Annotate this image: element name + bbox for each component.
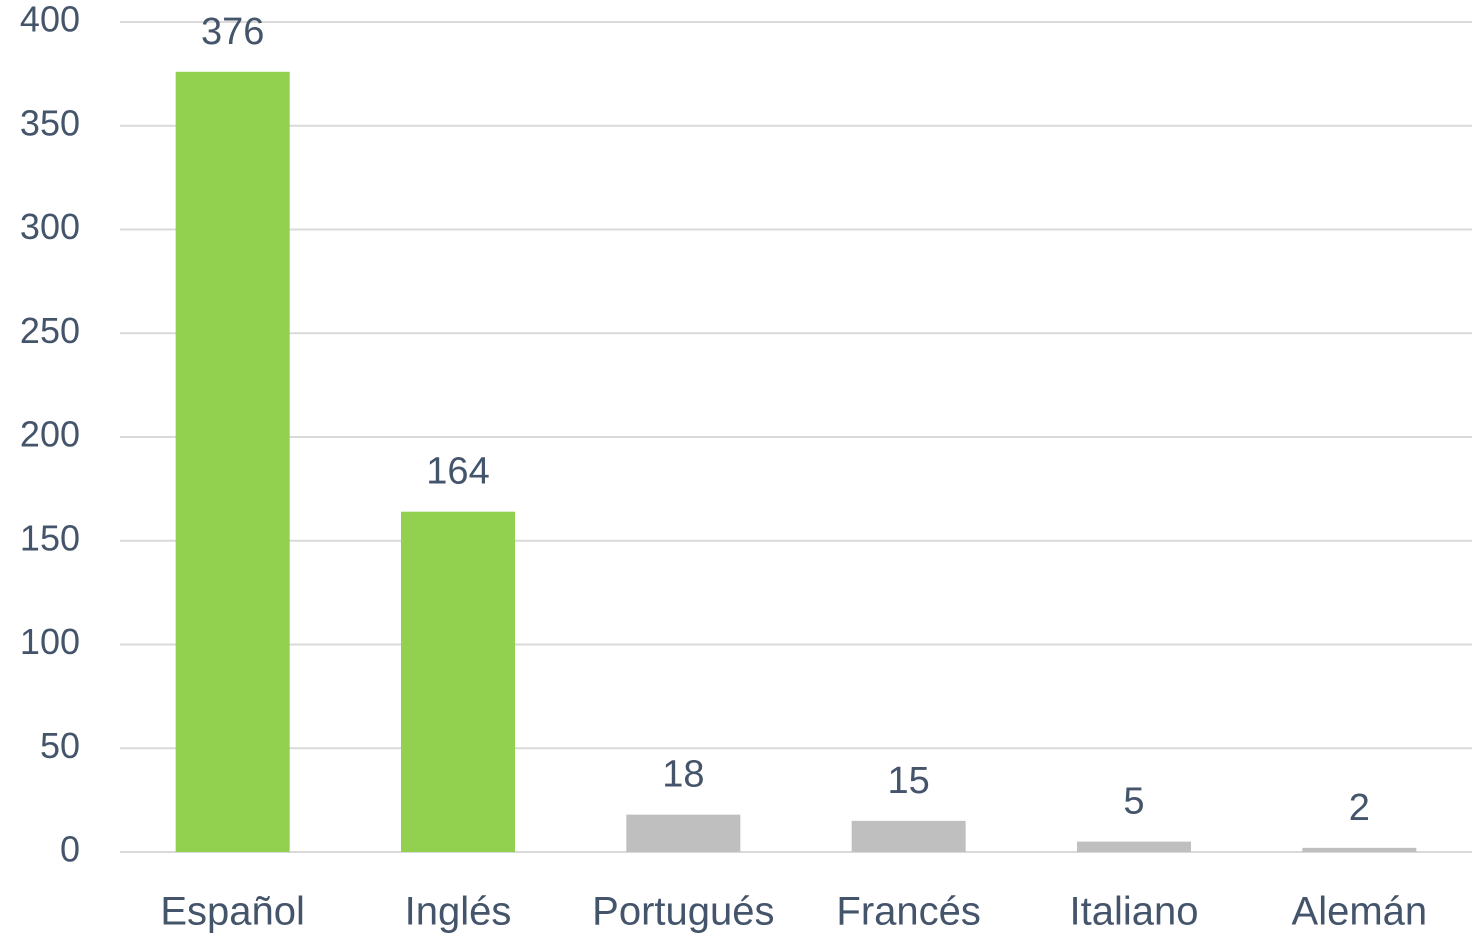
data-label: 15 xyxy=(888,760,930,802)
y-tick-label: 400 xyxy=(20,0,80,40)
y-tick-label: 50 xyxy=(40,725,80,766)
y-tick-label: 150 xyxy=(20,517,80,558)
bar xyxy=(851,820,966,852)
x-tick-label: Inglés xyxy=(405,890,512,934)
bar xyxy=(1077,841,1191,852)
bar xyxy=(1302,847,1417,852)
x-tick-label: Francés xyxy=(836,890,981,934)
data-label: 5 xyxy=(1123,781,1144,823)
data-label: 2 xyxy=(1349,787,1370,829)
data-label: 164 xyxy=(426,451,489,493)
y-tick-label: 200 xyxy=(20,414,80,455)
y-tick-label: 300 xyxy=(20,206,80,247)
y-tick-label: 350 xyxy=(20,102,80,143)
bar xyxy=(175,71,290,853)
y-tick-label: 250 xyxy=(20,310,80,351)
x-tick-label: Alemán xyxy=(1292,890,1428,934)
data-label: 376 xyxy=(201,11,264,53)
x-tick-label: Portugués xyxy=(592,890,774,934)
bar xyxy=(401,511,515,852)
x-tick-label: Italiano xyxy=(1070,890,1199,934)
x-tick-label: Español xyxy=(160,890,305,934)
bar xyxy=(626,814,741,852)
y-tick-label: 100 xyxy=(20,621,80,662)
y-tick-label: 0 xyxy=(60,829,80,870)
data-label: 18 xyxy=(662,754,704,796)
